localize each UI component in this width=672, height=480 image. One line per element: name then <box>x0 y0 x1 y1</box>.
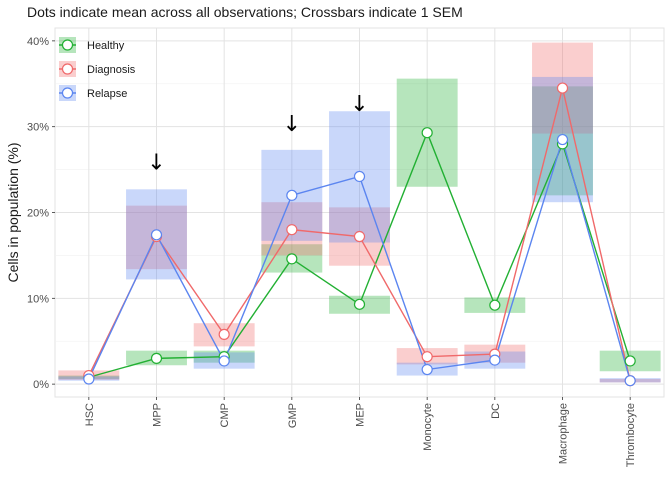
x-tick-label: Monocyte <box>422 403 434 451</box>
mean-point <box>150 352 163 364</box>
mean-point <box>286 224 298 236</box>
arrow-annotation: ↓ <box>147 151 165 176</box>
mean-point <box>353 230 366 243</box>
y-tick-label: 0% <box>33 379 49 391</box>
mean-point <box>624 375 636 387</box>
mean-point <box>286 189 298 201</box>
mean-point <box>150 229 163 241</box>
legend-point <box>61 63 74 75</box>
mean-point <box>353 298 366 310</box>
x-tick-label: Thrombocyte <box>625 403 637 467</box>
mean-point <box>624 355 636 367</box>
mean-point <box>218 355 230 367</box>
legend-point <box>61 87 74 99</box>
x-tick-label: HSC <box>84 403 96 426</box>
y-axis: 0% 10% 20% 30% 40% <box>27 36 55 391</box>
y-tick-label: 10% <box>27 293 49 305</box>
legend-label: Relapse <box>87 88 127 100</box>
mean-point <box>353 170 366 183</box>
x-tick-label: DC <box>490 403 502 419</box>
y-tick-label: 40% <box>27 36 49 48</box>
x-tick-label: CMP <box>219 403 231 427</box>
mean-point <box>286 253 298 265</box>
y-axis-title: Cells in population (%) <box>5 142 21 282</box>
y-tick-label: 30% <box>27 122 49 134</box>
mean-point <box>489 299 501 311</box>
mean-point <box>556 82 569 94</box>
y-tick-label: 20% <box>27 208 49 220</box>
x-axis: HSC MPP CMP GMP MEP Monocyte DC Macrophage Throm… <box>84 397 637 467</box>
mean-point <box>218 328 230 340</box>
arrow-annotation: ↓ <box>350 92 368 117</box>
arrow-annotation: ↓ <box>283 112 301 137</box>
mean-point <box>556 133 569 146</box>
legend-label: Healthy <box>87 40 125 52</box>
mean-point <box>421 351 433 363</box>
x-tick-label: Macrophage <box>558 403 570 464</box>
mean-point <box>421 363 433 376</box>
mean-points <box>83 82 636 387</box>
mean-point <box>489 354 501 366</box>
legend-point <box>61 39 74 51</box>
mean-point <box>83 373 95 385</box>
mean-point <box>421 127 433 139</box>
x-tick-label: MPP <box>152 403 164 427</box>
legend-label: Diagnosis <box>87 64 136 76</box>
legend: Healthy Diagnosis Relapse <box>59 37 136 101</box>
x-tick-label: MEP <box>355 403 367 427</box>
arrow-annotations: ↓ ↓ ↓ <box>147 92 368 175</box>
x-tick-label: GMP <box>287 403 299 428</box>
chart-title: Dots indicate mean across all observatio… <box>27 4 463 20</box>
